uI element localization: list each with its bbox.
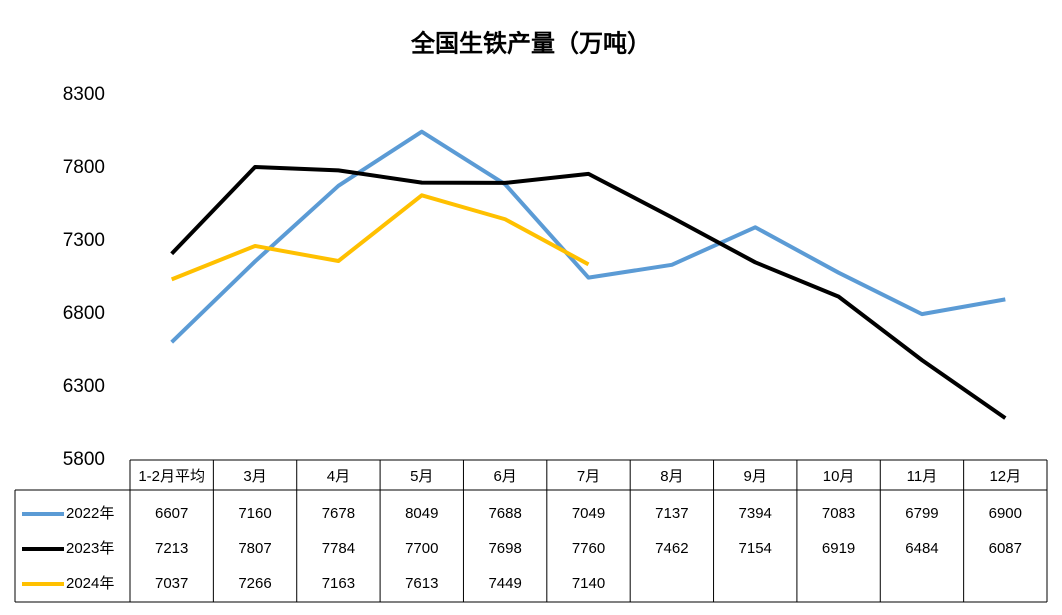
y-tick-label: 8300 <box>63 84 105 105</box>
y-tick-label: 6300 <box>63 376 105 397</box>
table-value: 7613 <box>405 575 438 592</box>
table-value: 7698 <box>488 540 521 557</box>
x-tick-label: 12月 <box>989 468 1021 485</box>
table-value: 7807 <box>238 540 271 557</box>
table-value: 7688 <box>488 505 521 522</box>
table-value: 7784 <box>322 540 355 557</box>
y-tick-label: 7300 <box>63 230 105 251</box>
table-value: 7154 <box>739 540 772 557</box>
x-tick-label: 11月 <box>907 468 938 485</box>
series-line <box>170 193 590 282</box>
table-value: 7137 <box>655 505 688 522</box>
table-value: 7160 <box>238 505 271 522</box>
x-tick-label: 6月 <box>493 468 516 485</box>
y-tick-label: 7800 <box>63 157 105 178</box>
table-value: 6799 <box>905 505 938 522</box>
table-value: 6900 <box>989 505 1022 522</box>
table-value: 7213 <box>155 540 188 557</box>
table-value: 7394 <box>739 505 772 522</box>
table-value: 7163 <box>322 575 355 592</box>
x-tick-label: 5月 <box>410 468 433 485</box>
table-value: 7037 <box>155 575 188 592</box>
table-value: 7049 <box>572 505 605 522</box>
legend-label: 2022年 <box>66 505 114 522</box>
table-value: 6607 <box>155 505 188 522</box>
table-value: 7083 <box>822 505 855 522</box>
table-value: 7760 <box>572 540 605 557</box>
legend-label: 2023年 <box>66 540 114 557</box>
x-tick-label: 7月 <box>577 468 600 485</box>
series-line <box>170 164 1007 420</box>
series-line <box>170 129 1006 344</box>
x-tick-label: 3月 <box>243 468 266 485</box>
table-value: 6919 <box>822 540 855 557</box>
x-tick-label: 1-2月平均 <box>138 468 205 485</box>
legend-label: 2024年 <box>66 575 114 592</box>
y-tick-label: 5800 <box>63 449 105 470</box>
x-tick-label: 4月 <box>327 468 350 485</box>
table-value: 7266 <box>238 575 271 592</box>
table-value: 7140 <box>572 575 605 592</box>
table-value: 6484 <box>905 540 938 557</box>
x-tick-label: 9月 <box>744 468 767 485</box>
table-value: 6087 <box>989 540 1022 557</box>
table-value: 7449 <box>488 575 521 592</box>
x-tick-label: 10月 <box>823 468 855 485</box>
table-value: 7462 <box>655 540 688 557</box>
y-tick-label: 6800 <box>63 303 105 324</box>
x-tick-label: 8月 <box>660 468 683 485</box>
table-value: 7700 <box>405 540 438 557</box>
chart-title: 全国生铁产量（万吨） <box>410 29 651 57</box>
table-value: 8049 <box>405 505 438 522</box>
table-value: 7678 <box>322 505 355 522</box>
